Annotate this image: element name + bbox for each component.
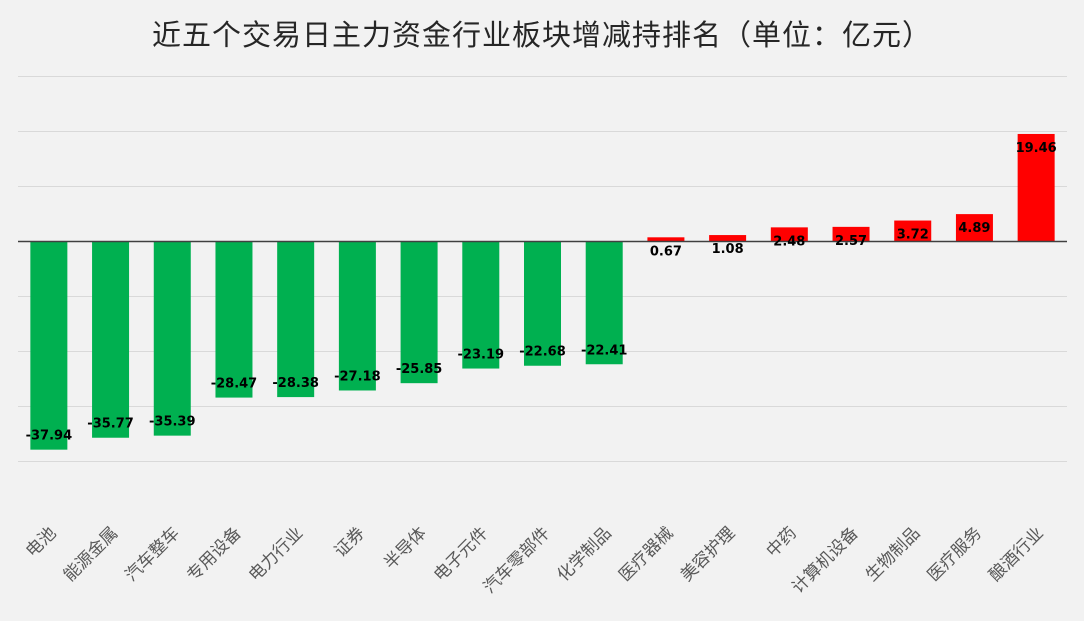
chart-title: 近五个交易日主力资金行业板块增减持排名（单位：亿元） xyxy=(151,18,932,52)
category-label: 酿酒行业 xyxy=(985,523,1047,585)
data-label: -28.47 xyxy=(211,377,258,392)
bar xyxy=(524,241,561,366)
category-label: 生物制品 xyxy=(862,523,924,585)
category-label: 美容护理 xyxy=(677,523,739,585)
bar xyxy=(277,241,315,398)
data-label: 4.89 xyxy=(958,221,990,236)
bar xyxy=(30,241,68,450)
bar xyxy=(462,241,500,369)
data-label: -22.41 xyxy=(581,343,628,358)
bar xyxy=(153,241,191,436)
bar xyxy=(894,220,932,241)
data-label: 1.08 xyxy=(712,242,744,257)
bar xyxy=(770,227,808,241)
category-label: 汽车零部件 xyxy=(480,523,554,597)
category-label: 证券 xyxy=(331,523,369,561)
data-label: -37.94 xyxy=(26,429,73,444)
bar xyxy=(955,214,993,241)
data-label: 19.46 xyxy=(1016,141,1057,156)
bar xyxy=(709,235,747,241)
data-label: 2.48 xyxy=(773,234,805,249)
bars xyxy=(30,133,1055,450)
data-label: -23.19 xyxy=(458,348,505,363)
category-label: 电子元件 xyxy=(430,523,492,585)
category-label: 电力行业 xyxy=(245,523,307,585)
bar xyxy=(1017,133,1055,241)
data-label: -35.77 xyxy=(87,417,134,432)
data-label: -27.18 xyxy=(334,369,381,384)
category-label: 电池 xyxy=(22,523,60,561)
category-label: 中药 xyxy=(763,523,801,561)
data-labels: -37.94 -35.77 -35.39 -28.47 -28.38 -27.18 -25.… xyxy=(26,141,1057,444)
category-label: 汽车整车 xyxy=(122,523,184,585)
category-label: 化学制品 xyxy=(554,523,616,585)
bar xyxy=(832,226,870,241)
data-label: -22.68 xyxy=(519,345,566,360)
category-label: 半导体 xyxy=(380,523,430,573)
data-label: 3.72 xyxy=(897,228,929,243)
data-label: -35.39 xyxy=(149,415,196,430)
data-label: 2.57 xyxy=(835,234,867,249)
bar xyxy=(400,241,438,384)
category-label: 专用设备 xyxy=(183,523,245,585)
category-label: 能源金属 xyxy=(60,523,122,585)
category-label: 医疗服务 xyxy=(924,523,986,585)
bar xyxy=(647,237,685,241)
bar xyxy=(215,241,253,398)
data-label: 0.67 xyxy=(650,244,682,259)
bar xyxy=(338,241,376,391)
data-label: -25.85 xyxy=(396,362,443,377)
bar xyxy=(92,241,130,438)
bar xyxy=(585,241,623,365)
category-label: 计算机设备 xyxy=(788,523,862,597)
data-label: -28.38 xyxy=(272,376,319,391)
category-label: 医疗器械 xyxy=(615,523,677,585)
